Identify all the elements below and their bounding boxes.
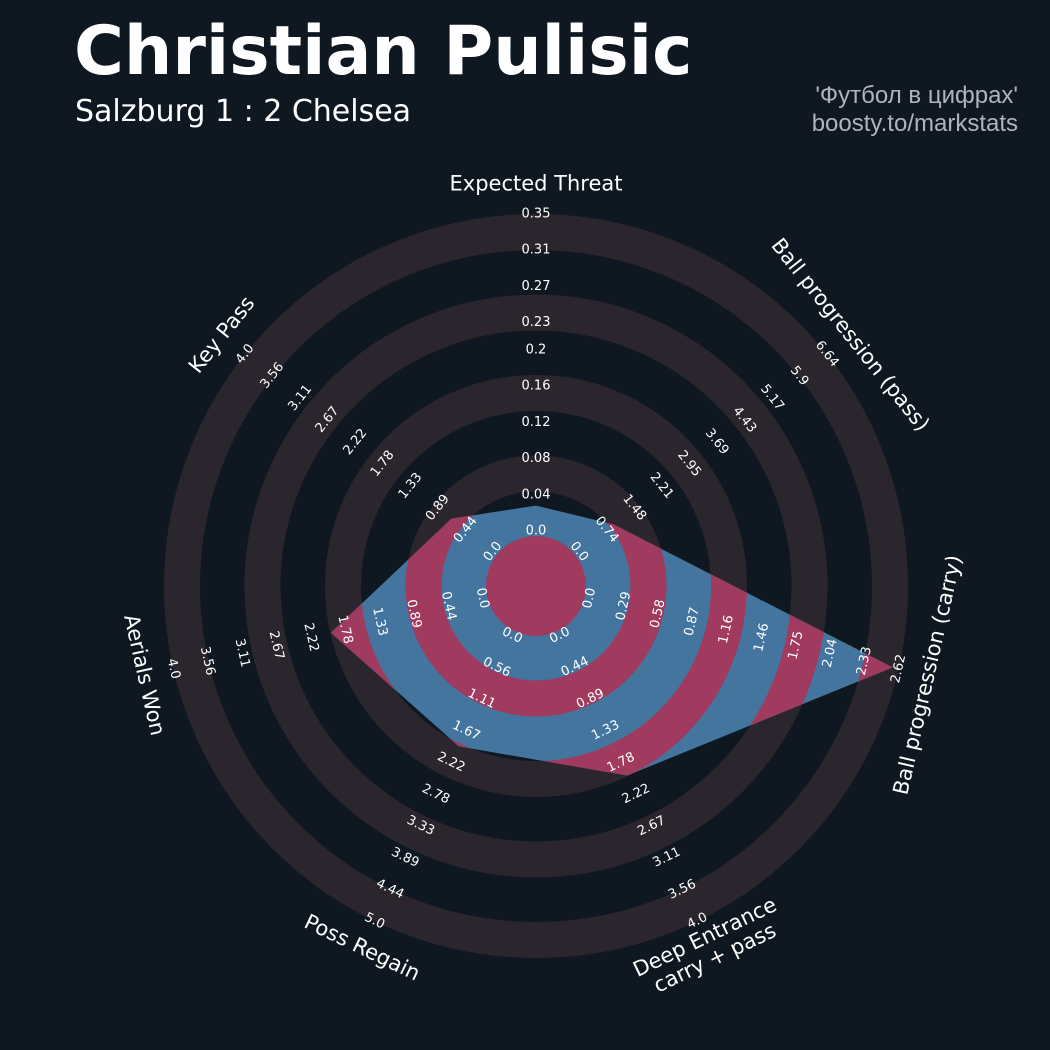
range-label: 0.89 [403, 598, 424, 630]
range-label: 2.22 [300, 622, 321, 654]
range-label: 0.2 [526, 342, 547, 357]
range-label: 2.67 [266, 630, 287, 662]
ring [486, 536, 586, 636]
range-label: 0.0 [526, 524, 547, 539]
range-label: 2.62 [888, 653, 909, 685]
range-label: 0.87 [682, 606, 703, 638]
range-label: 4.0 [164, 657, 183, 681]
param-label: Expected Threat [449, 171, 623, 196]
range-label: 3.69 [702, 426, 732, 458]
range-label: 0.0 [580, 586, 599, 610]
ring [164, 214, 908, 958]
range-label: 1.33 [369, 606, 390, 638]
range-label: 1.16 [716, 614, 737, 646]
range-label: 0.31 [522, 243, 551, 258]
range-label: 0.35 [522, 207, 551, 222]
range-label: 2.22 [341, 426, 371, 458]
range-label: 1.46 [751, 622, 772, 654]
range-label: 2.22 [620, 781, 653, 807]
ring [405, 505, 667, 717]
credit: 'Футбол в цифрах' [815, 82, 1018, 109]
range-label: 0.16 [522, 379, 551, 394]
credit: boosty.to/markstats [811, 110, 1018, 137]
range-label: 0.0 [473, 586, 492, 610]
range-label: 0.58 [648, 598, 669, 630]
range-label: 2.04 [820, 637, 841, 669]
radar-area [330, 505, 893, 776]
range-label: 0.23 [522, 315, 551, 330]
range-label: 3.56 [197, 645, 218, 677]
chart-title: Christian Pulisic [74, 12, 693, 91]
range-label: 0.08 [522, 451, 551, 466]
range-label: 2.33 [854, 645, 875, 677]
range-label: 0.27 [522, 279, 551, 294]
range-label: 0.04 [522, 487, 551, 502]
chart-subtitle: Salzburg 1 : 2 Chelsea [75, 94, 412, 129]
range-label: 3.11 [232, 637, 253, 669]
range-label: 0.29 [613, 590, 634, 622]
range-label: 1.75 [786, 630, 807, 662]
range-label: 0.12 [522, 415, 551, 430]
range-label: 2.78 [419, 781, 452, 807]
range-label: 0.44 [438, 590, 459, 622]
range-label: 1.78 [334, 614, 355, 646]
ring [244, 294, 828, 878]
